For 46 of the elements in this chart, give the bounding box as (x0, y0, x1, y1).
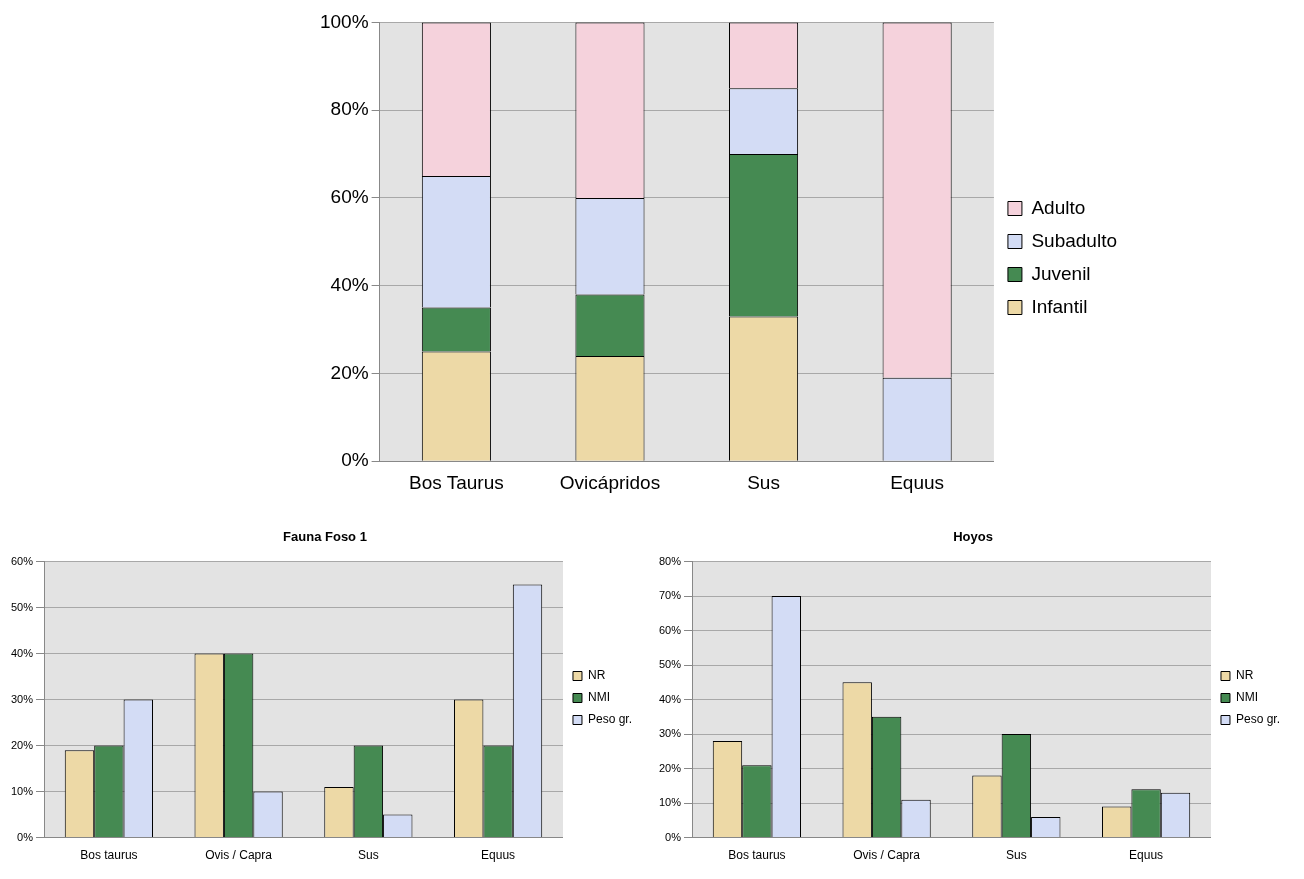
chart-title: Fauna Foso 1 (283, 529, 367, 545)
y-tick-label: 40% (330, 273, 369, 295)
y-tick-label: 0% (341, 449, 369, 471)
x-tick-label: Equus (1129, 848, 1164, 863)
x-tick-label: Ovis / Capra (853, 848, 921, 863)
legend-label: Subadulto (1031, 229, 1117, 251)
legend-label: NR (587, 668, 606, 683)
x-tick-label: Sus (358, 848, 379, 863)
legend-label: NMI (1235, 690, 1258, 705)
legend-label: Juvenil (1031, 262, 1091, 284)
y-tick-label: 20% (330, 361, 369, 383)
y-tick-label: 40% (658, 692, 682, 705)
legend-label: Peso gr. (587, 712, 632, 727)
x-tick-label: Equus (481, 848, 516, 863)
y-tick-label: 20% (10, 738, 34, 751)
y-tick-label: 80% (330, 98, 369, 120)
y-tick-label: 40% (10, 646, 34, 659)
y-tick-label: 70% (658, 589, 682, 602)
y-tick-label: 80% (658, 554, 682, 567)
y-tick-label: 50% (10, 600, 34, 613)
y-tick-label: 0% (665, 830, 682, 843)
x-tick-label: Ovicápridos (559, 471, 661, 493)
x-tick-label: Sus (747, 471, 780, 493)
y-tick-label: 30% (10, 692, 34, 705)
x-tick-label: Bos taurus (728, 848, 786, 863)
legend-label: NR (1235, 668, 1254, 683)
x-tick-label: Ovis / Capra (205, 848, 273, 863)
chart-title: Hoyos (953, 529, 993, 545)
y-tick-label: 0% (17, 830, 34, 843)
y-tick-label: 100% (319, 10, 369, 32)
x-tick-label: Bos taurus (80, 848, 138, 863)
legend-label: Peso gr. (1235, 712, 1280, 727)
y-tick-label: 20% (658, 761, 682, 774)
legend-label: NMI (587, 690, 610, 705)
x-tick-label: Bos Taurus (409, 471, 504, 493)
x-tick-label: Equus (890, 471, 945, 493)
legend-label: Infantil (1031, 295, 1088, 317)
y-tick-label: 10% (658, 796, 682, 809)
x-tick-label: Sus (1006, 848, 1027, 863)
y-tick-label: 60% (330, 186, 369, 208)
y-tick-label: 50% (658, 658, 682, 671)
y-tick-label: 30% (658, 727, 682, 740)
y-tick-label: 60% (658, 623, 682, 636)
legend-label: Adulto (1031, 196, 1086, 218)
y-tick-label: 60% (10, 554, 34, 567)
y-tick-label: 10% (10, 784, 34, 797)
